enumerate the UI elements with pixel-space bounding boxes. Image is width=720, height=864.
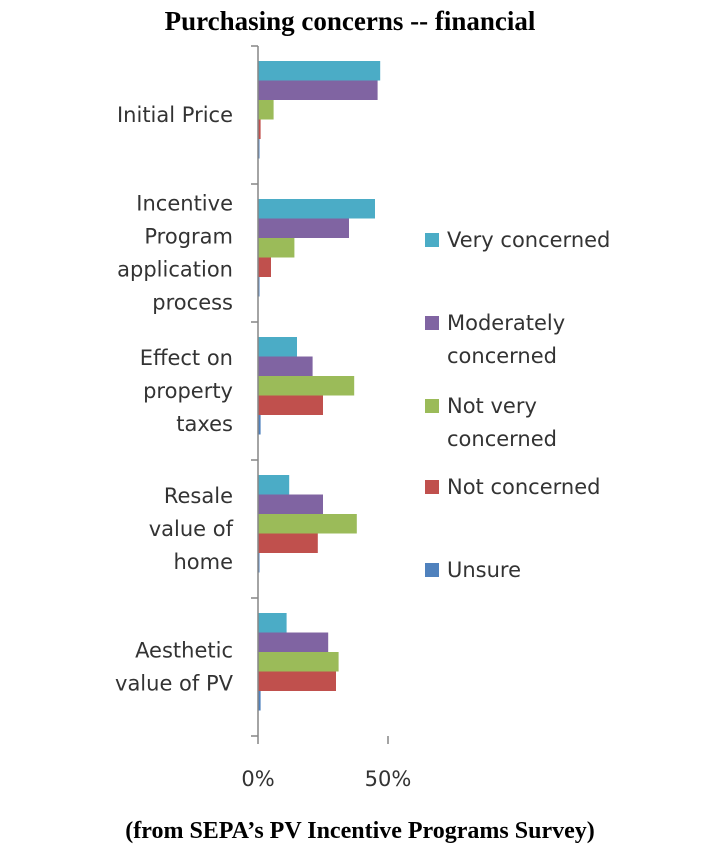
legend-swatch-unsure (425, 563, 439, 577)
bar-effect-on-property-taxes-unsure (258, 415, 261, 435)
x-tick-label-50: 50% (365, 767, 412, 791)
legend-label-moderately-concerned: Moderately concerned (447, 311, 565, 368)
x-tick-label-0: 0% (241, 767, 274, 791)
legend-label-unsure: Unsure (447, 558, 521, 582)
bar-incentive-program-application-process-moderately-concerned (258, 218, 349, 238)
chart-title: Purchasing concerns -- financial (164, 6, 536, 36)
category-labels-group: Initial Price Incentive Program application… (115, 103, 234, 696)
legend-label-not-concerned: Not concerned (447, 475, 600, 499)
bar-incentive-program-application-process-very-concerned (258, 199, 375, 219)
bar-effect-on-property-taxes-moderately-concerned (258, 356, 313, 376)
tick-labels-group: 0% 50% (241, 767, 411, 791)
bar-effect-on-property-taxes-very-concerned (258, 337, 297, 357)
bar-initial-price-not-concerned (258, 119, 261, 139)
bar-resale-value-of-home-not-concerned (258, 533, 318, 553)
category-label-initial-price: Initial Price (117, 103, 233, 127)
source-caption: (from SEPA’s PV Incentive Programs Surve… (125, 818, 595, 844)
bar-incentive-program-application-process-not-very-concerned (258, 238, 295, 258)
legend-label-not-very-concerned: Not very concerned (447, 394, 557, 451)
legend-swatch-not-very-concerned (425, 399, 439, 413)
axes-group (251, 45, 389, 744)
bar-aesthetic-value-of-pv-not-concerned (258, 671, 336, 691)
bar-initial-price-not-very-concerned (258, 100, 274, 120)
legend-label-very-concerned: Very concerned (447, 228, 610, 252)
category-label-resale-value-of-home: Resale value of home (149, 484, 234, 574)
bar-resale-value-of-home-moderately-concerned (258, 494, 323, 514)
category-label-incentive-program-application-process: Incentive Program application process (117, 192, 233, 315)
legend-swatch-very-concerned (425, 233, 439, 247)
bar-aesthetic-value-of-pv-unsure (258, 691, 261, 711)
bar-incentive-program-application-process-not-concerned (258, 257, 271, 277)
bar-effect-on-property-taxes-not-very-concerned (258, 376, 355, 396)
bar-initial-price-very-concerned (258, 61, 381, 81)
bar-aesthetic-value-of-pv-not-very-concerned (258, 652, 339, 672)
legend: Very concerned Moderately concerned Not ver… (425, 228, 610, 582)
bar-aesthetic-value-of-pv-moderately-concerned (258, 632, 329, 652)
bar-initial-price-moderately-concerned (258, 80, 378, 100)
legend-swatch-moderately-concerned (425, 316, 439, 330)
bar-resale-value-of-home-very-concerned (258, 475, 290, 495)
bar-resale-value-of-home-not-very-concerned (258, 514, 357, 534)
legend-swatch-not-concerned (425, 480, 439, 494)
bar-aesthetic-value-of-pv-very-concerned (258, 613, 287, 633)
category-label-effect-on-property-taxes: Effect on property taxes (140, 346, 233, 436)
category-label-aesthetic-value-of-pv: Aesthetic value of PV (115, 639, 234, 696)
bars-group (258, 61, 381, 711)
bar-effect-on-property-taxes-not-concerned (258, 395, 323, 415)
